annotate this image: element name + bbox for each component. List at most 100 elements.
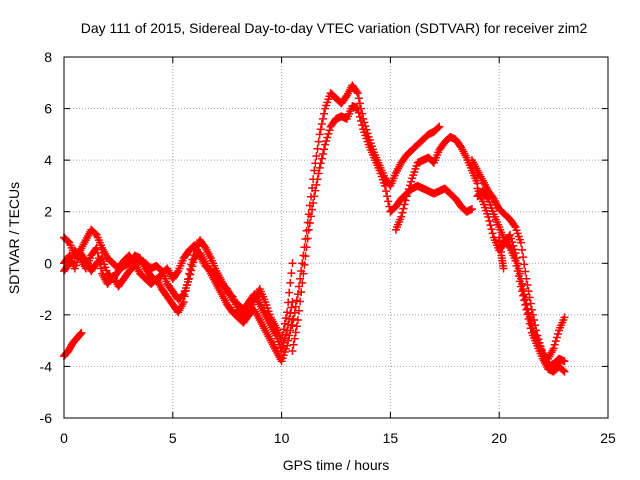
- data-point: [407, 177, 416, 186]
- data-point: [516, 238, 525, 247]
- data-point: [315, 163, 324, 172]
- y-tick-labels: -6 -4 -2 0 2 4 6 8: [40, 49, 53, 426]
- data-point: [521, 301, 530, 310]
- data-point: [179, 297, 188, 306]
- data-point: [317, 120, 326, 129]
- data-point: [485, 216, 494, 225]
- y-tick-label: -4: [40, 358, 53, 374]
- data-point: [287, 303, 296, 312]
- data-point: [303, 234, 312, 243]
- data-point: [405, 181, 414, 190]
- data-point: [520, 296, 529, 305]
- data-point: [313, 175, 322, 184]
- data-point: [283, 308, 292, 317]
- data-point: [94, 254, 103, 263]
- y-tick-label: 2: [44, 204, 52, 220]
- data-point: [521, 267, 530, 276]
- x-tick-labels: 0 5 10 15 20 25: [60, 430, 616, 446]
- y-tick-label: 0: [44, 255, 52, 271]
- data-point: [317, 154, 326, 163]
- data-point: [353, 89, 362, 98]
- x-tick-label: 15: [383, 430, 399, 446]
- data-point: [506, 230, 515, 239]
- data-point: [316, 125, 325, 134]
- y-tick-label: 8: [44, 49, 52, 65]
- data-point: [308, 205, 317, 214]
- data-point: [279, 325, 288, 334]
- data-point: [187, 260, 196, 269]
- data-point: [504, 242, 513, 251]
- data-point: [188, 255, 197, 264]
- data-point: [549, 344, 558, 353]
- data-point: [355, 99, 364, 108]
- data-point: [398, 208, 407, 217]
- data-point: [384, 197, 393, 206]
- y-tick-label: 6: [44, 101, 52, 117]
- data-point: [296, 297, 305, 306]
- data-point: [550, 340, 559, 349]
- data-point: [298, 278, 307, 287]
- y-tick-label: -2: [40, 307, 53, 323]
- data-point: [96, 264, 105, 273]
- data-point: [483, 193, 492, 202]
- data-point: [324, 129, 333, 138]
- data-point: [552, 333, 561, 342]
- data-point: [486, 221, 495, 230]
- data-point: [286, 278, 295, 287]
- series-track-d: [60, 328, 86, 361]
- data-point: [318, 114, 327, 123]
- data-point: [402, 192, 411, 201]
- y-tick-label: -6: [40, 410, 53, 426]
- data-point: [560, 367, 569, 376]
- data-point: [397, 212, 406, 221]
- data-point: [499, 264, 508, 273]
- x-tick-label: 5: [169, 430, 177, 446]
- data-point: [434, 123, 443, 132]
- data-point: [287, 269, 296, 278]
- data-point: [305, 219, 314, 228]
- data-point: [553, 329, 562, 338]
- data-point: [519, 291, 528, 300]
- data-point: [286, 326, 295, 335]
- data-point: [320, 109, 329, 118]
- data-point: [560, 357, 569, 366]
- data-point: [304, 225, 313, 234]
- data-point: [95, 259, 104, 268]
- series-track-c: [60, 225, 297, 345]
- data-point: [288, 321, 297, 330]
- data-point: [524, 314, 533, 323]
- data-point: [289, 314, 298, 323]
- series-track-g: [391, 132, 482, 234]
- data-point: [526, 324, 535, 333]
- data-point: [523, 280, 532, 289]
- data-point: [468, 205, 476, 214]
- data-point: [292, 322, 301, 331]
- y-tick-label: 4: [44, 152, 52, 168]
- data-point: [301, 252, 310, 261]
- data-point: [312, 180, 321, 189]
- data-point: [354, 94, 363, 103]
- data-point: [290, 334, 299, 343]
- data-point: [315, 130, 324, 139]
- data-point: [321, 140, 330, 149]
- data-point: [295, 306, 304, 315]
- data-point: [182, 280, 191, 289]
- data-point: [399, 204, 408, 213]
- data-point: [551, 337, 560, 346]
- data-point: [280, 319, 289, 328]
- data-point: [299, 269, 308, 278]
- data-points: [60, 81, 569, 376]
- data-point: [316, 159, 325, 168]
- y-axis-title: SDTVAR / TECUs: [6, 182, 22, 294]
- data-point: [320, 145, 329, 154]
- plot-frame: [63, 56, 609, 419]
- data-point: [306, 212, 315, 221]
- data-point: [525, 319, 534, 328]
- data-point: [382, 187, 391, 196]
- data-point: [291, 328, 300, 337]
- data-point: [314, 169, 323, 178]
- data-point: [93, 248, 102, 257]
- data-point: [518, 287, 527, 296]
- data-point: [354, 108, 363, 117]
- data-point: [312, 152, 321, 161]
